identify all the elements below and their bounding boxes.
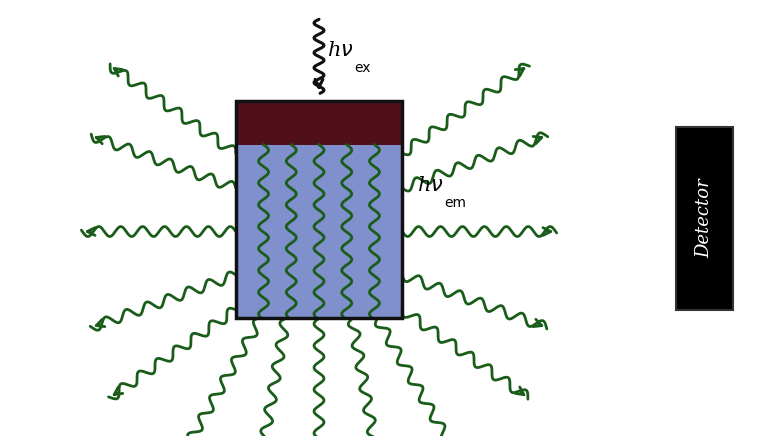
Bar bbox=[236, 101, 402, 319]
Bar bbox=[236, 145, 402, 319]
Text: h$\nu$: h$\nu$ bbox=[417, 176, 444, 195]
Text: ex: ex bbox=[354, 61, 370, 75]
Text: em: em bbox=[444, 196, 466, 210]
Text: Detector: Detector bbox=[696, 179, 713, 258]
Bar bbox=[676, 127, 733, 310]
Bar bbox=[236, 101, 402, 145]
Text: h$\nu$: h$\nu$ bbox=[327, 41, 354, 60]
